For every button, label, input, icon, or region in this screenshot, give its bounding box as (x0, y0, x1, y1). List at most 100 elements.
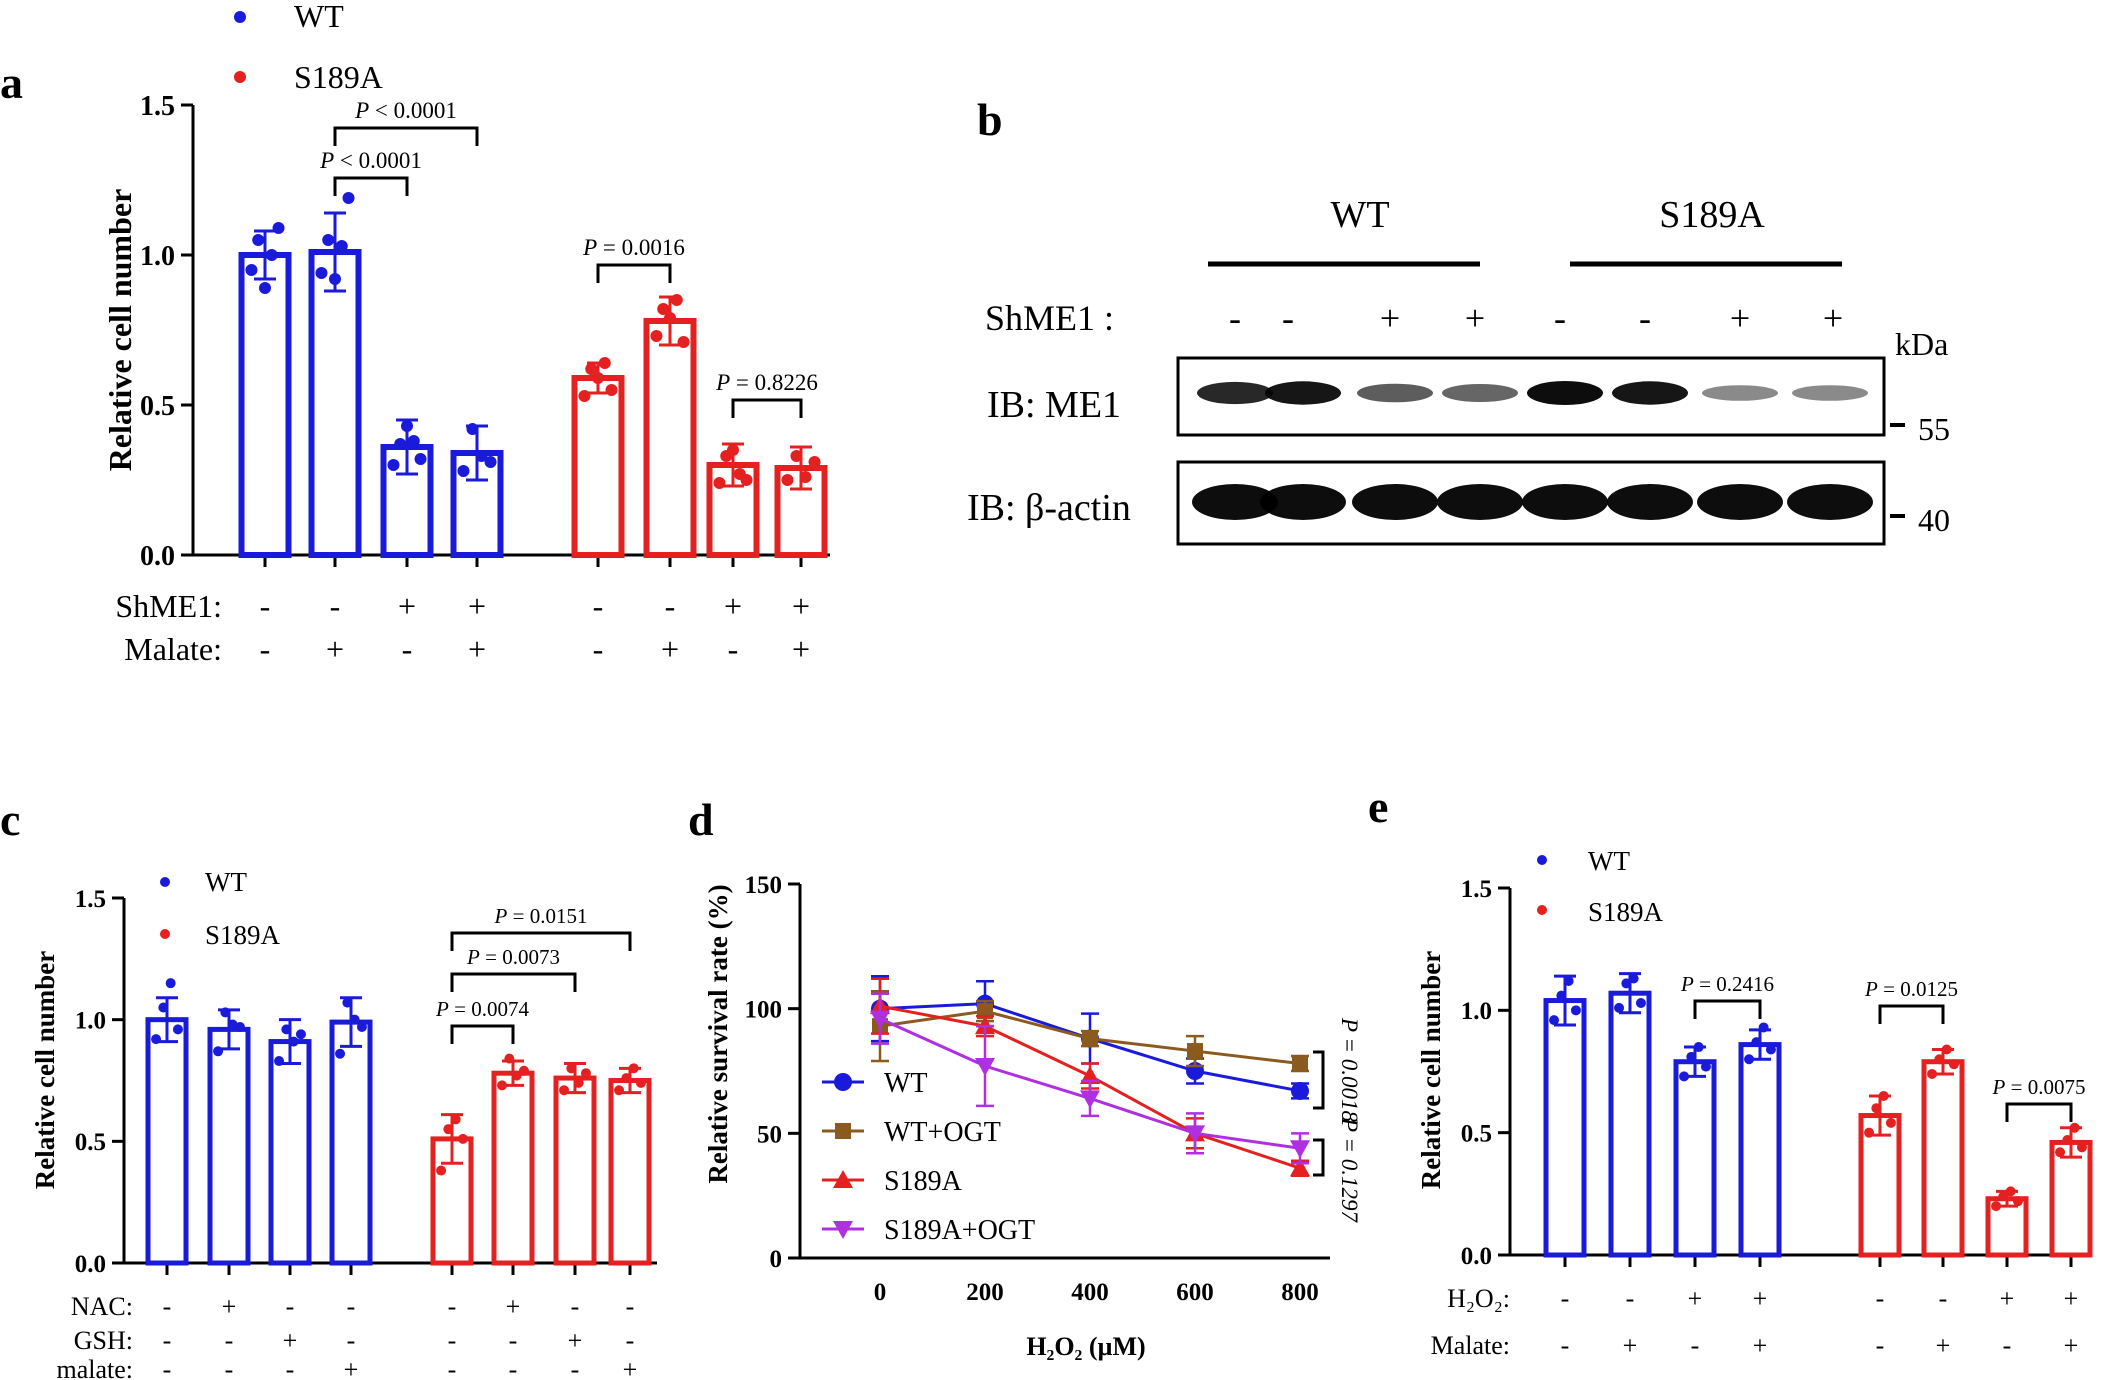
y-tick-label: 1.5 (75, 886, 106, 913)
legend-c-wt: WT (205, 867, 247, 897)
data-point (1885, 1117, 1896, 1128)
blot-marker-40: 40 (1918, 502, 1950, 538)
data-point (605, 384, 618, 396)
chart-d-xlabel: H₂O₂ (µM) (1026, 1332, 1145, 1361)
data-point (457, 465, 470, 477)
treatment-label: Malate: (1431, 1331, 1510, 1360)
chart-d-ylabel: Relative survival rate (%) (703, 884, 733, 1183)
treatment-sign: - (1876, 1284, 1885, 1313)
data-point (414, 453, 427, 465)
p-value: = 0.2416 (1694, 972, 1774, 996)
p-value: < 0.0001 (334, 148, 422, 173)
p-value: = 0.0125 (1878, 977, 1958, 1001)
data-point (356, 1021, 367, 1032)
data-point (1878, 1090, 1889, 1101)
data-point (1556, 990, 1567, 1001)
data-point (401, 420, 413, 432)
band-me1 (1612, 381, 1688, 405)
blot-row-actin-label: IB: β-actin (967, 487, 1131, 529)
treatment-sign: + (792, 588, 810, 624)
treatment-sign: - (225, 1355, 234, 1380)
data-point (315, 267, 328, 279)
data-point (1549, 1015, 1560, 1026)
data-point (1621, 978, 1632, 989)
panel-label-d: d (688, 794, 714, 845)
y-tick-label: 1.0 (140, 241, 175, 272)
data-point (628, 1063, 639, 1074)
significance-bracket (1693, 999, 1762, 1019)
data-point (335, 1048, 346, 1059)
treatment-label: NAC: (71, 1292, 133, 1321)
data-point (165, 978, 176, 989)
data-point (1744, 1054, 1755, 1065)
data-point (443, 1124, 454, 1135)
data-point (677, 336, 690, 348)
data-point (598, 357, 611, 369)
treatment-label: H₂O₂: (1447, 1284, 1510, 1313)
data-point (2062, 1135, 2073, 1146)
p-value: = 0.0075 (2005, 1075, 2085, 1099)
blot-shme1-sign: + (1823, 298, 1843, 338)
p-symbol: P (1864, 977, 1878, 1001)
treatment-sign: + (1688, 1284, 1703, 1313)
data-point (1765, 1044, 1776, 1055)
bar (608, 1078, 652, 1266)
y-tick-label: 0 (770, 1246, 783, 1273)
bar (1738, 1042, 1782, 1258)
data-point (566, 1063, 577, 1074)
bar (1543, 998, 1587, 1258)
legend-c-s189a-marker (160, 929, 170, 939)
legend-c-wt-marker (160, 877, 170, 887)
legend-a-wt-marker (234, 11, 246, 23)
treatment-sign: - (163, 1355, 172, 1380)
data-point (585, 363, 598, 375)
bar (1921, 1059, 1965, 1258)
treatment-label: malate: (56, 1355, 133, 1380)
p-symbol: P (435, 997, 449, 1021)
legend-c-s189a: S189A (205, 920, 281, 950)
legend-a-s189a: S189A (294, 59, 383, 95)
significance-bracket (1878, 1004, 1945, 1024)
data-point (172, 1024, 183, 1035)
band-actin (1697, 484, 1783, 520)
data-point (2005, 1186, 2016, 1197)
treatment-sign: - (728, 631, 739, 667)
data-point (335, 240, 348, 252)
data-point (1948, 1059, 1959, 1070)
data-point (1082, 1030, 1098, 1047)
bar (1673, 1059, 1717, 1258)
data-point (272, 222, 285, 234)
blot-shme1-sign: - (1282, 298, 1294, 338)
p-value-label: P = 0.0074 (435, 997, 529, 1021)
data-point (2012, 1196, 2023, 1207)
treatment-sign: + (468, 631, 486, 667)
data-point (342, 192, 355, 204)
bar (308, 249, 362, 558)
band-me1 (1197, 381, 1273, 405)
treatment-label: Malate: (124, 631, 222, 667)
chart-a-ylabel: Relative cell number (102, 189, 138, 472)
p-value: = 0.0074 (449, 997, 530, 1021)
line-chart-d: Relative survival rate (%) H₂O₂ (µM) P =… (703, 872, 1362, 1361)
treatment-sign: - (448, 1292, 457, 1321)
blot-kda-label: kDa (1895, 326, 1948, 362)
data-point (1635, 997, 1646, 1008)
treatment-sign: - (260, 588, 271, 624)
data-point (295, 1029, 306, 1040)
data-point (342, 997, 353, 1008)
y-tick-label: 0.5 (1461, 1120, 1492, 1147)
p-value-label: P < 0.0001 (354, 98, 457, 123)
y-tick-label: 0.5 (140, 391, 175, 422)
data-point (387, 459, 400, 471)
significance-bracket (450, 1024, 515, 1044)
series-wt-ogt (871, 989, 1309, 1073)
x-tick-label: 600 (1176, 1279, 1214, 1306)
data-point (1292, 1055, 1308, 1072)
legend-a-s189a-marker (234, 71, 246, 83)
data-point (799, 471, 812, 483)
treatment-sign: + (623, 1355, 638, 1380)
legend-label: S189A+OGT (884, 1215, 1035, 1246)
treatment-sign: + (1936, 1331, 1951, 1360)
p-symbol: P (494, 904, 508, 928)
p-symbol: P (466, 945, 480, 969)
